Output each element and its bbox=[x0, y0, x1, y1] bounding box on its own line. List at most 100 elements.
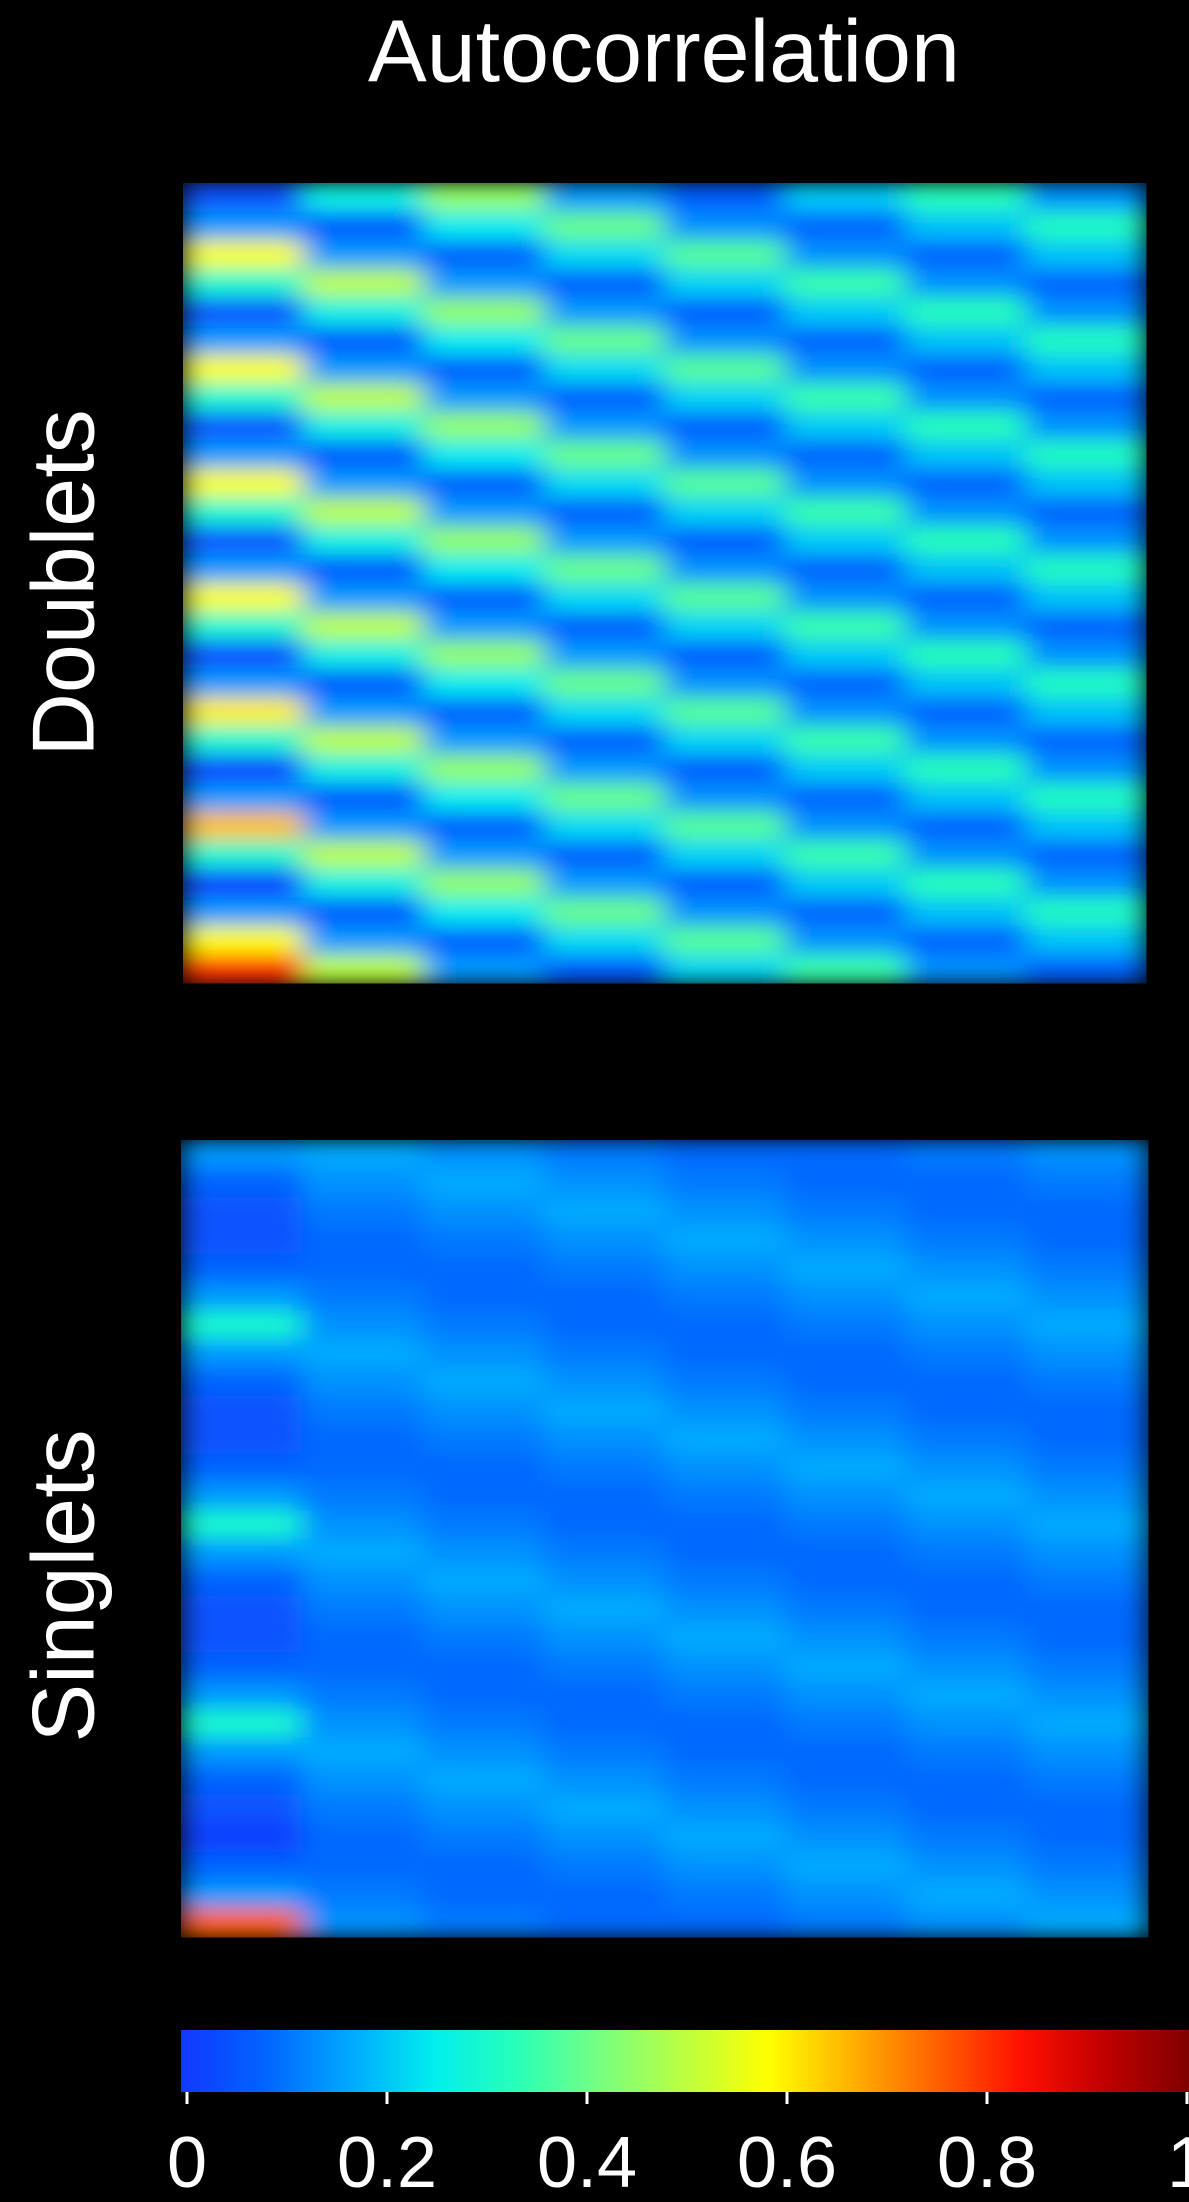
heatmap-cell bbox=[785, 1737, 907, 1767]
heatmap-cell bbox=[906, 1282, 1028, 1312]
heatmap-cell bbox=[543, 1538, 665, 1568]
heatmap-cell bbox=[784, 383, 906, 413]
heatmap-cell bbox=[183, 697, 304, 727]
heatmap-cell bbox=[784, 297, 906, 327]
heatmap-cell bbox=[785, 1453, 907, 1483]
heatmap-cell bbox=[422, 1538, 545, 1568]
heatmap-cell bbox=[181, 1253, 303, 1283]
heatmap-cell bbox=[905, 868, 1027, 898]
heatmap-cell bbox=[301, 1367, 424, 1397]
heatmap-cell bbox=[1025, 583, 1147, 613]
heatmap-cell bbox=[181, 1737, 303, 1767]
heatmap-cell bbox=[423, 754, 545, 784]
heatmap-cell bbox=[423, 811, 545, 841]
heatmap-cell bbox=[664, 1253, 786, 1283]
heatmap-cell bbox=[543, 1880, 665, 1910]
heatmap-cell bbox=[422, 1168, 545, 1198]
heatmap-cell bbox=[423, 697, 545, 727]
heatmap-cell bbox=[905, 640, 1027, 670]
heatmap-cell bbox=[183, 183, 304, 213]
heatmap-cell bbox=[1027, 1709, 1149, 1739]
heatmap-cell bbox=[301, 1652, 424, 1682]
heatmap-cell bbox=[1027, 1823, 1149, 1853]
heatmap-cell bbox=[543, 1367, 665, 1397]
heatmap-cell bbox=[785, 1823, 907, 1853]
heatmap-cell bbox=[785, 1652, 907, 1682]
heatmap-cell bbox=[422, 1595, 545, 1625]
heatmap-cell bbox=[422, 1851, 545, 1881]
heatmap-cell bbox=[422, 1680, 545, 1710]
heatmap-cell bbox=[906, 1140, 1028, 1169]
heatmap-cell bbox=[664, 1538, 786, 1568]
heatmap-cell bbox=[543, 1794, 665, 1824]
heatmap-cell bbox=[664, 1310, 786, 1340]
heatmap-cell bbox=[183, 297, 304, 327]
heatmap-cell bbox=[303, 411, 425, 441]
colorbar-tick-label: 1 bbox=[1167, 2123, 1189, 2202]
heatmap-cell bbox=[905, 240, 1027, 270]
heatmap-cell bbox=[784, 440, 906, 470]
heatmap-cell bbox=[544, 497, 665, 527]
heatmap-cell bbox=[785, 1396, 907, 1426]
heatmap-cell bbox=[183, 525, 304, 555]
heatmap-cell bbox=[785, 1623, 907, 1653]
heatmap-cell bbox=[543, 1481, 665, 1511]
heatmap-cell bbox=[905, 525, 1027, 555]
heatmap-cell bbox=[181, 1880, 303, 1910]
heatmap-cell bbox=[1027, 1168, 1149, 1198]
heatmap-cell bbox=[1025, 668, 1147, 698]
heatmap-cell bbox=[181, 1481, 303, 1511]
heatmap-cell bbox=[664, 868, 786, 898]
heatmap-cell bbox=[544, 183, 665, 213]
heatmap-cell bbox=[784, 611, 906, 641]
heatmap-cell bbox=[784, 497, 906, 527]
heatmap-cell bbox=[784, 925, 906, 955]
heatmap-cell bbox=[905, 183, 1027, 213]
heatmap-cell bbox=[785, 1566, 907, 1596]
heatmap-cell bbox=[543, 1680, 665, 1710]
heatmap-cell bbox=[301, 1680, 424, 1710]
heatmap-cell bbox=[423, 468, 545, 498]
heatmap-cell bbox=[664, 1880, 786, 1910]
heatmap-cell bbox=[422, 1652, 545, 1682]
heatmap-cell bbox=[1027, 1310, 1149, 1340]
heatmap-cell bbox=[906, 1623, 1028, 1653]
heatmap-cell bbox=[664, 183, 786, 213]
heatmap-cell bbox=[906, 1709, 1028, 1739]
heatmap-cell bbox=[785, 1880, 907, 1910]
heatmap-cell bbox=[301, 1140, 424, 1169]
heatmap-cell bbox=[1025, 640, 1147, 670]
heatmap-cell bbox=[1025, 497, 1147, 527]
heatmap-cell bbox=[303, 497, 425, 527]
heatmap-cell bbox=[303, 840, 425, 870]
heatmap-cell bbox=[664, 754, 786, 784]
heatmap-cell bbox=[664, 1851, 786, 1881]
heatmap-cell bbox=[664, 897, 786, 927]
heatmap-cell bbox=[183, 383, 304, 413]
heatmap-cell bbox=[301, 1766, 424, 1796]
heatmap-cell bbox=[905, 840, 1027, 870]
colorbar-tick-label: 0 bbox=[167, 2123, 207, 2202]
heatmap-cell bbox=[301, 1225, 424, 1255]
heatmap-cell bbox=[301, 1709, 424, 1739]
heatmap-cell bbox=[784, 783, 906, 813]
heatmap-cell bbox=[664, 1339, 786, 1369]
heatmap-cell bbox=[664, 1481, 786, 1511]
heatmap-cell bbox=[784, 840, 906, 870]
heatmap-cell bbox=[905, 497, 1027, 527]
heatmap-cell bbox=[423, 383, 545, 413]
heatmap-cell bbox=[906, 1652, 1028, 1682]
heatmap-cell bbox=[905, 297, 1027, 327]
heatmap-cell bbox=[543, 1851, 665, 1881]
colorbar-tick-label: 0.2 bbox=[337, 2123, 437, 2202]
heatmap-cell bbox=[1025, 268, 1147, 298]
heatmap-cell bbox=[543, 1652, 665, 1682]
heatmap-cell bbox=[183, 783, 304, 813]
heatmap-cell bbox=[905, 440, 1027, 470]
heatmap-cell bbox=[543, 1908, 665, 1938]
heatmap-cell bbox=[785, 1510, 907, 1539]
heatmap-cell bbox=[301, 1538, 424, 1568]
heatmap-cell bbox=[664, 1908, 786, 1938]
heatmap-cell bbox=[422, 1566, 545, 1596]
